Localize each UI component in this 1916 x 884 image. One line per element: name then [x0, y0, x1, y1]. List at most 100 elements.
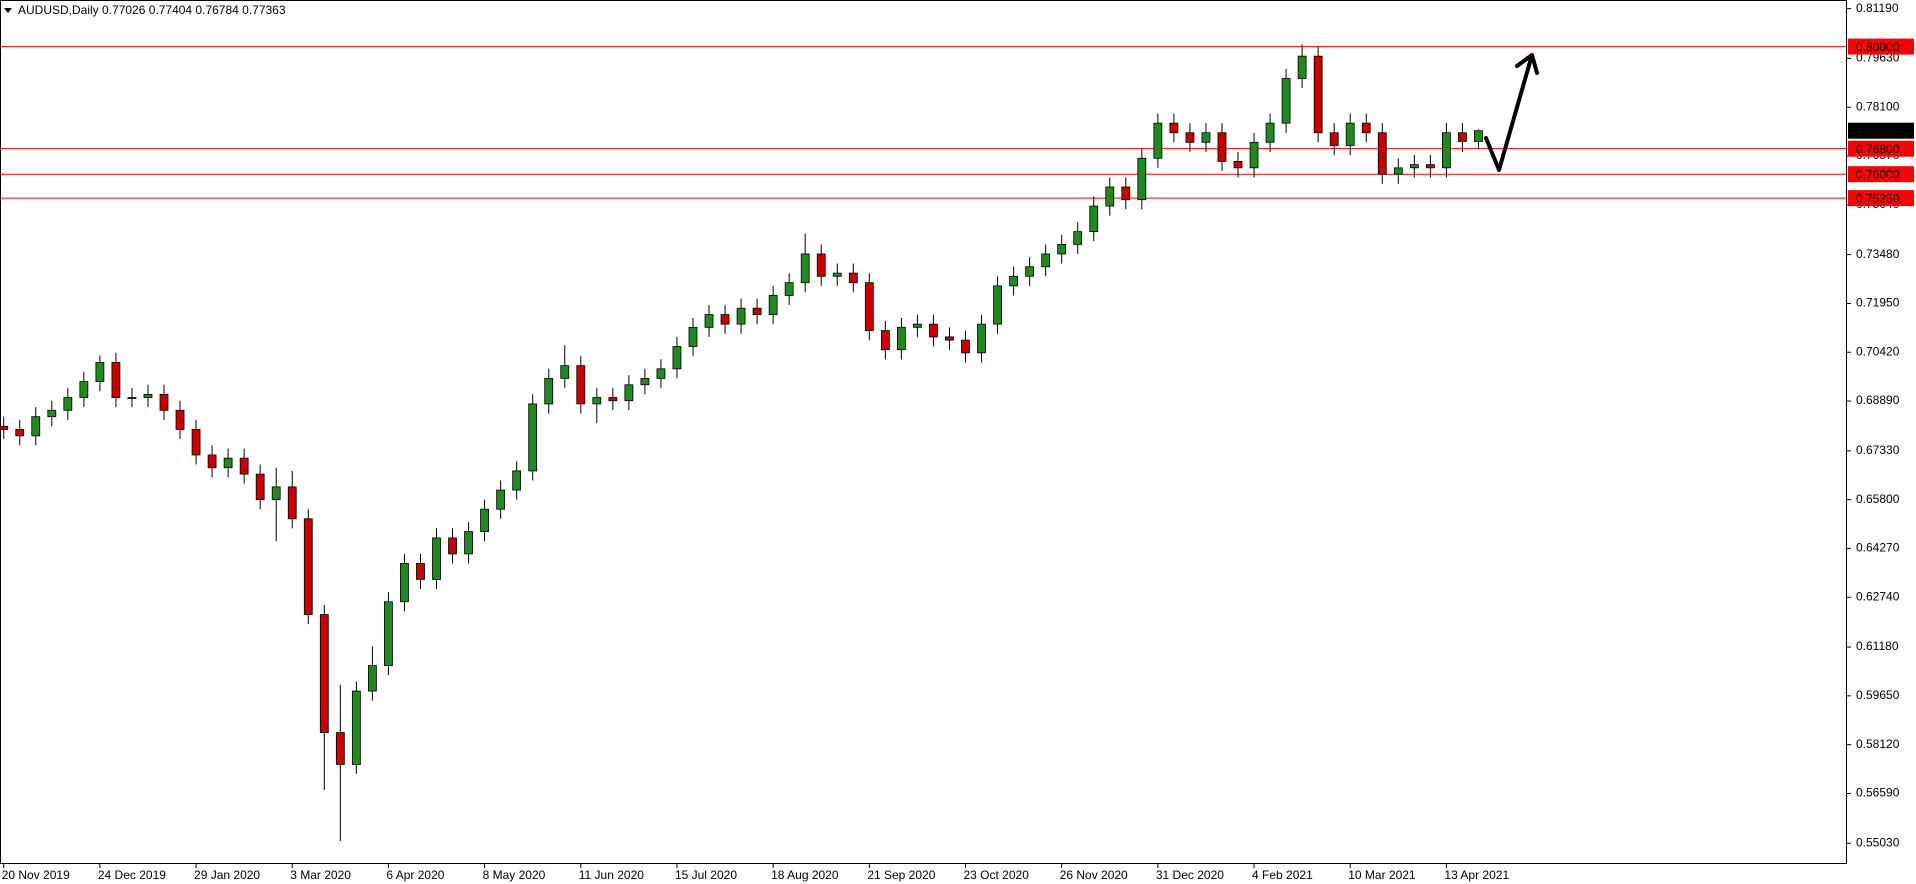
candle-body: [913, 323, 922, 328]
x-tick-label: 10 Mar 2021: [1348, 868, 1416, 882]
x-tick-label: 6 Apr 2020: [386, 868, 444, 882]
candle-body: [367, 665, 377, 692]
x-tick-label: 3 Mar 2020: [290, 868, 351, 882]
x-tick-label: 29 Jan 2020: [194, 868, 260, 882]
chart-title: AUDUSD,Daily 0.77026 0.77404 0.76784 0.7…: [18, 3, 286, 17]
y-tick-label: 0.56590: [1856, 786, 1900, 800]
candle-body: [127, 397, 137, 399]
candle-body: [1089, 205, 1099, 233]
candle-body: [287, 486, 297, 520]
candle-body: [880, 330, 890, 351]
x-tick-label: 31 Dec 2020: [1156, 868, 1224, 882]
candles: [0, 44, 1483, 842]
candle-body: [271, 486, 281, 501]
candle-body: [1474, 130, 1483, 142]
x-tick-label: 20 Nov 2019: [2, 868, 70, 882]
candle-body: [496, 489, 506, 510]
candle-body: [961, 339, 970, 354]
candle-body: [1458, 132, 1467, 142]
candle-body: [63, 397, 73, 411]
candle-body: [159, 393, 169, 411]
candle-body: [1377, 132, 1387, 175]
candle-body: [207, 454, 217, 469]
forecast-arrow: [1484, 53, 1534, 172]
candle-body: [1153, 122, 1163, 159]
candle-body: [672, 346, 682, 370]
candle-body: [608, 397, 618, 402]
candle-body: [704, 314, 714, 328]
candle-body: [929, 323, 938, 338]
y-tick-label: 0.78100: [1856, 99, 1900, 113]
candle-body: [576, 365, 586, 405]
candle-body: [1233, 161, 1243, 169]
candle-body: [768, 295, 778, 315]
candle-body: [400, 563, 409, 603]
candle-body: [993, 285, 1002, 325]
candle-body: [448, 537, 457, 555]
candle-body: [239, 457, 249, 475]
candle-body: [592, 397, 602, 405]
candle-body: [319, 614, 329, 733]
candle-body: [79, 381, 89, 398]
y-tick-label: 0.71950: [1856, 296, 1900, 310]
candle-body: [752, 307, 762, 315]
candle-body: [432, 537, 441, 580]
candle-body: [528, 403, 538, 472]
candle-body: [1025, 266, 1035, 277]
candle-body: [848, 272, 858, 284]
candle-body: [560, 365, 570, 379]
candle-body: [0, 425, 9, 430]
level-label: 0.76000: [1856, 167, 1900, 181]
candle-body: [544, 377, 554, 405]
candle-body: [1057, 243, 1067, 255]
candle-body: [1249, 141, 1259, 169]
y-tick-label: 0.70420: [1856, 344, 1900, 358]
candle-body: [1281, 78, 1291, 124]
candle-body: [816, 253, 826, 277]
x-tick-label: 13 Apr 2021: [1444, 868, 1509, 882]
candle-body: [945, 336, 954, 341]
level-label: 0.76800: [1856, 142, 1900, 156]
candle-body: [1121, 186, 1131, 201]
y-tick-label: 0.67330: [1856, 443, 1900, 457]
y-tick-label: 0.68890: [1856, 393, 1900, 407]
y-tick-label: 0.55030: [1856, 835, 1900, 849]
level-label: 0.75250: [1856, 191, 1900, 205]
y-tick-label: 0.73480: [1856, 247, 1900, 261]
forecast-arrow-head: [1515, 53, 1539, 75]
candle-body: [688, 326, 698, 347]
candle-body: [1217, 132, 1227, 162]
candle-body: [143, 393, 153, 398]
candle-body: [1201, 132, 1211, 143]
candle-body: [1105, 186, 1115, 207]
candle-body: [864, 282, 874, 331]
candle-body: [223, 457, 233, 469]
candle-body: [175, 409, 185, 430]
candle-body: [1393, 167, 1403, 175]
candle-body: [800, 253, 810, 284]
x-tick-label: 4 Feb 2021: [1252, 868, 1313, 882]
candle-body: [95, 362, 105, 382]
candle-body: [31, 416, 41, 437]
x-tick-label: 8 May 2020: [483, 868, 546, 882]
candle-body: [1409, 164, 1419, 169]
price-label: 0.77363: [1856, 124, 1900, 138]
candle-body: [656, 368, 666, 379]
plot-frame: [0, 0, 1847, 864]
level-label-bg: [1848, 166, 1914, 183]
candle-body: [1297, 55, 1307, 79]
x-tick-label: 24 Dec 2019: [98, 868, 166, 882]
x-tick-label: 23 Oct 2020: [964, 868, 1030, 882]
candle-body: [1169, 122, 1179, 134]
level-label-bg: [1848, 140, 1914, 157]
candle-body: [896, 326, 906, 351]
candle-body: [1185, 132, 1195, 143]
candle-body: [416, 563, 425, 580]
candle-body: [1425, 164, 1435, 169]
x-tick-label: 21 Sep 2020: [867, 868, 935, 882]
price-label-bg: [1848, 122, 1914, 139]
candle-body: [351, 690, 361, 765]
